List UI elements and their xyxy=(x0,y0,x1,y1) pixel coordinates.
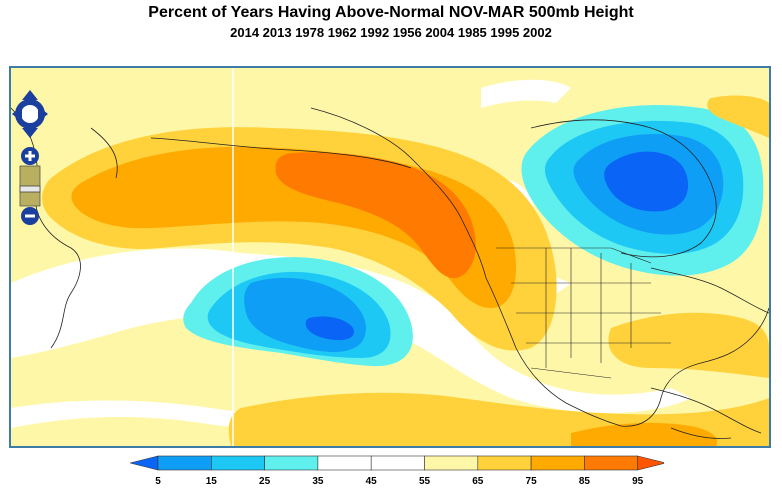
legend-tick-label: 5 xyxy=(155,476,161,487)
legend-tick-label: 45 xyxy=(366,476,378,487)
legend-tick-label: 15 xyxy=(206,476,218,487)
legend-swatch xyxy=(264,455,319,471)
great-lakes-east xyxy=(650,267,769,314)
pan-up-icon[interactable] xyxy=(22,90,38,100)
map-canvas xyxy=(11,68,769,446)
legend-arrow-low xyxy=(129,455,159,471)
legend-tick-label: 85 xyxy=(579,476,591,487)
cold-anomaly-pacific-core xyxy=(305,316,355,341)
legend-tick-label: 35 xyxy=(312,476,324,487)
us-canada-border xyxy=(496,247,652,264)
aleutian-chain xyxy=(150,137,412,169)
alaska-coast xyxy=(310,107,487,279)
warm-anomaly-atlantic xyxy=(608,312,769,378)
legend-svg: 5 15 25 35 45 55 65 75 85 95 xyxy=(129,455,666,487)
pan-down-icon[interactable] xyxy=(22,128,38,138)
map-navigation xyxy=(12,88,48,238)
warm-pocket-greenland xyxy=(707,95,769,138)
legend-tick-label: 75 xyxy=(526,476,538,487)
anomaly-map[interactable] xyxy=(9,66,771,448)
legend-arrow-high xyxy=(637,455,666,471)
legend-tick-label: 95 xyxy=(632,476,644,487)
kamchatka-coast xyxy=(90,127,118,179)
legend-swatch xyxy=(477,455,532,471)
legend-swatch xyxy=(584,455,638,471)
zoom-out-button[interactable] xyxy=(21,207,39,225)
political-borders xyxy=(496,247,671,379)
hudson-bay xyxy=(530,119,717,258)
south-america-north-coast xyxy=(670,427,732,439)
legend-swatch xyxy=(317,455,372,471)
neutral-zone-pacific xyxy=(11,248,691,413)
color-legend: 5 15 25 35 45 55 65 75 85 95 xyxy=(129,454,666,488)
pan-right-icon[interactable] xyxy=(38,106,48,122)
zoom-in-button[interactable] xyxy=(21,147,39,165)
gulf-east-coast xyxy=(620,307,769,427)
pan-center xyxy=(21,105,39,123)
legend-swatch xyxy=(424,455,479,471)
map-subtitle: 2014 2013 1978 1962 1992 1956 2004 1985 … xyxy=(230,25,552,40)
legend-swatch xyxy=(157,455,212,471)
cold-anomaly-canada-core xyxy=(604,151,689,212)
us-mexico-border xyxy=(530,367,612,379)
legend-swatch xyxy=(211,455,265,471)
zoom-slider-handle[interactable] xyxy=(19,185,41,193)
pan-control[interactable] xyxy=(12,90,48,138)
legend-tick-label: 25 xyxy=(259,476,271,487)
caribbean-islands xyxy=(650,387,762,434)
legend-tick-label: 65 xyxy=(472,476,484,487)
legend-tick-label: 55 xyxy=(419,476,431,487)
legend-swatch xyxy=(530,455,585,471)
pan-left-icon[interactable] xyxy=(12,106,22,122)
neutral-zone-arctic xyxy=(481,79,571,108)
map-title: Percent of Years Having Above-Normal NOV… xyxy=(148,4,634,21)
zoom-in-v xyxy=(28,151,32,161)
legend-swatch xyxy=(370,455,425,471)
zoom-out-h xyxy=(25,214,35,218)
warm-anomaly-core xyxy=(275,152,476,279)
warm-band-caribbean xyxy=(571,422,718,446)
west-coast-na xyxy=(485,277,622,427)
